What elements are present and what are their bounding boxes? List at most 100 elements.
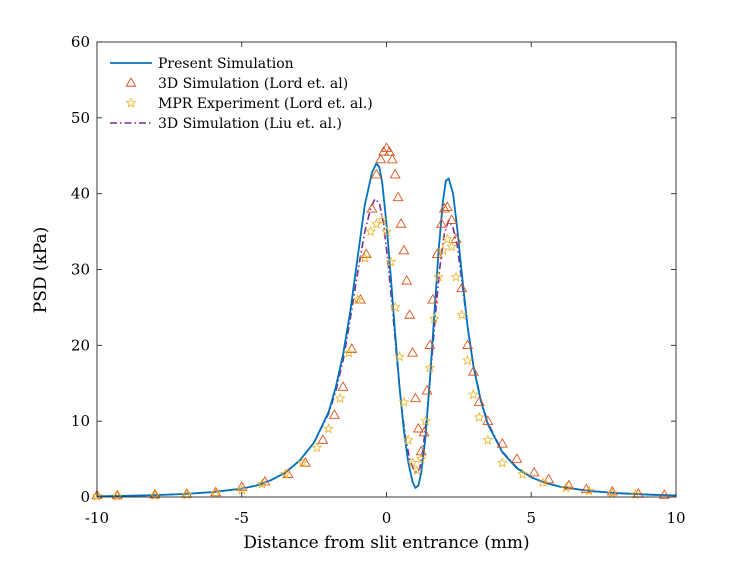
data-point-triangle bbox=[395, 218, 407, 228]
data-point-star bbox=[473, 411, 485, 422]
x-axis-label: Distance from slit entrance (mm) bbox=[243, 533, 529, 553]
data-point-triangle bbox=[404, 309, 416, 319]
data-point-star bbox=[420, 415, 432, 426]
data-point-star bbox=[560, 482, 572, 493]
data-point-star bbox=[398, 396, 410, 407]
data-point-star bbox=[437, 244, 449, 256]
data-point-triangle bbox=[407, 347, 419, 357]
legend-label: 3D Simulation (Liu et. al.) bbox=[158, 116, 342, 132]
ticks-layer bbox=[96, 41, 677, 498]
data-point-triangle bbox=[409, 392, 421, 403]
data-point-star bbox=[323, 423, 335, 434]
data-point-star bbox=[91, 490, 103, 501]
data-point-star bbox=[394, 351, 405, 362]
data-point-star bbox=[517, 468, 528, 479]
data-point-triangle bbox=[528, 466, 540, 477]
data-point-triangle bbox=[435, 218, 448, 228]
data-point-star bbox=[407, 457, 418, 468]
data-point-star bbox=[467, 388, 479, 400]
data-point-triangle bbox=[450, 233, 462, 243]
data-point-triangle bbox=[383, 146, 395, 156]
data-point-star bbox=[334, 392, 346, 404]
series-0 bbox=[96, 162, 677, 498]
x-tick-label: 10 bbox=[666, 509, 685, 527]
data-point-star bbox=[606, 487, 618, 498]
data-point-triangle bbox=[482, 415, 494, 425]
data-point-triangle bbox=[337, 381, 349, 391]
data-point-star bbox=[630, 488, 641, 499]
x-tick-label: 0 bbox=[382, 509, 392, 527]
data-point-star bbox=[210, 487, 222, 498]
data-point-star bbox=[433, 271, 445, 282]
data-point-star bbox=[450, 271, 462, 282]
data-point-star bbox=[279, 468, 291, 479]
x-tick-label: -5 bbox=[234, 509, 249, 527]
data-point-triangle bbox=[236, 481, 248, 491]
series-2 bbox=[91, 214, 641, 501]
series-layer bbox=[91, 142, 677, 501]
data-point-star bbox=[402, 434, 414, 445]
y-tick-label: 40 bbox=[71, 185, 90, 203]
data-point-triangle bbox=[431, 248, 443, 259]
data-point-star bbox=[482, 434, 494, 445]
legend-label: Present Simulation bbox=[158, 56, 294, 72]
legend-entry-0: Present Simulation bbox=[110, 56, 294, 72]
data-point-triangle bbox=[370, 168, 382, 179]
data-point-triangle bbox=[456, 282, 468, 293]
legend: Present Simulation 3D Simulation (Lord et… bbox=[110, 56, 373, 132]
data-point-star bbox=[424, 362, 436, 373]
legend-swatch-star bbox=[125, 97, 137, 108]
data-point-star bbox=[149, 489, 161, 501]
legend-label: MPR Experiment (Lord et. al.) bbox=[158, 96, 373, 112]
data-point-triangle bbox=[392, 191, 404, 202]
plot-background bbox=[97, 42, 676, 497]
data-point-star bbox=[456, 309, 468, 320]
data-point-triangle bbox=[418, 426, 430, 437]
tick-labels-layer: -10 -5 0 5 10 0 10 20 30 40 50 60 bbox=[71, 33, 686, 527]
data-point-triangle bbox=[375, 153, 387, 164]
y-tick-label: 20 bbox=[71, 336, 90, 354]
data-point-star bbox=[385, 256, 397, 267]
data-point-triangle bbox=[427, 293, 439, 304]
data-point-triangle bbox=[398, 244, 410, 255]
data-point-star bbox=[365, 225, 376, 237]
data-point-star bbox=[311, 442, 323, 453]
x-tick-label: 5 bbox=[526, 509, 536, 527]
data-point-triangle bbox=[441, 201, 453, 212]
data-point-star bbox=[428, 313, 440, 324]
data-point-star bbox=[496, 457, 508, 468]
y-tick-label: 10 bbox=[71, 412, 90, 430]
legend-entry-2: MPR Experiment (Lord et. al.) bbox=[125, 96, 373, 112]
data-point-triangle bbox=[511, 453, 523, 463]
y-axis-label: PSD (kPa) bbox=[31, 227, 51, 314]
data-point-triangle bbox=[317, 434, 329, 444]
y-tick-label: 60 bbox=[71, 33, 90, 51]
data-point-star bbox=[446, 241, 458, 252]
x-tick-label: -10 bbox=[85, 509, 109, 527]
data-point-star bbox=[359, 252, 371, 263]
legend-swatch-triangle bbox=[125, 77, 137, 87]
data-point-star bbox=[376, 214, 388, 225]
data-point-triangle bbox=[412, 422, 424, 433]
data-point-star bbox=[297, 457, 308, 468]
data-point-triangle bbox=[401, 274, 413, 285]
series-line-present-simulation bbox=[96, 162, 677, 498]
data-point-star bbox=[537, 476, 549, 488]
data-point-triangle bbox=[386, 153, 398, 164]
data-point-triangle bbox=[543, 473, 555, 484]
y-tick-label: 50 bbox=[71, 109, 90, 127]
data-point-triangle bbox=[496, 438, 508, 448]
legend-entry-1: 3D Simulation (Lord et. al) bbox=[125, 76, 348, 92]
data-point-star bbox=[415, 453, 427, 464]
y-tick-label: 30 bbox=[71, 261, 90, 279]
data-point-star bbox=[352, 294, 363, 305]
data-point-triangle bbox=[424, 339, 436, 350]
data-point-triangle bbox=[462, 339, 474, 350]
data-point-triangle bbox=[473, 396, 485, 406]
y-tick-label: 0 bbox=[80, 488, 90, 506]
legend-label: 3D Simulation (Lord et. al) bbox=[158, 76, 348, 92]
data-point-triangle bbox=[438, 202, 450, 213]
data-point-star bbox=[381, 225, 392, 237]
legend-entry-3: 3D Simulation (Liu et. al.) bbox=[110, 116, 342, 132]
